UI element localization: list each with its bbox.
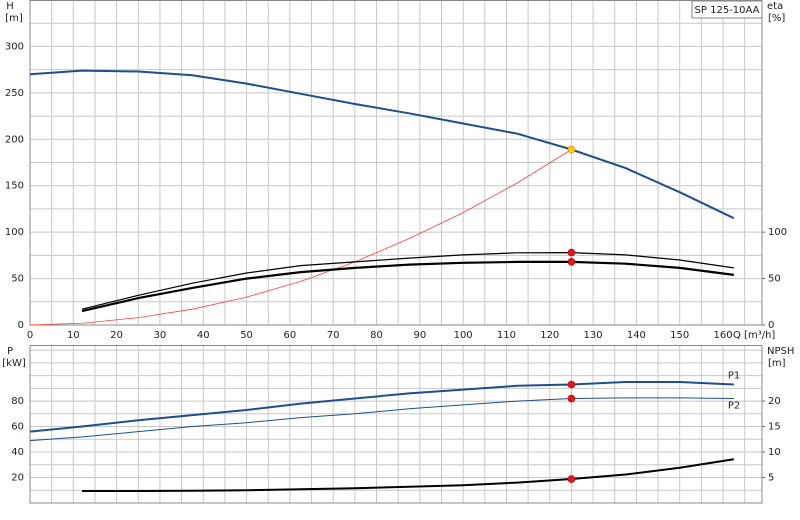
x-tick-label: 120 xyxy=(540,330,559,341)
curve-label: P1 xyxy=(728,371,740,382)
x-tick-label: 100 xyxy=(454,330,473,341)
x-tick-label: 90 xyxy=(413,330,426,341)
curve xyxy=(81,251,734,310)
y-tick-label: 80 xyxy=(11,396,24,407)
y-axis-unit: [kW] xyxy=(2,358,26,369)
x-tick-label: 140 xyxy=(627,330,646,341)
duty-point xyxy=(567,145,576,154)
x-axis-label: Q [m³/h] xyxy=(733,330,775,341)
y2-axis-label: NPSH xyxy=(767,346,794,357)
duty-point xyxy=(567,380,576,389)
curve-label: P2 xyxy=(728,401,740,412)
x-tick-label: 60 xyxy=(284,330,297,341)
duty-point xyxy=(567,258,576,266)
y-tick-label: 200 xyxy=(5,134,24,145)
curve xyxy=(29,397,734,442)
curve xyxy=(29,381,734,433)
duty-point xyxy=(567,475,576,483)
y-tick-label: 50 xyxy=(11,274,24,285)
x-tick-label: 0 xyxy=(27,330,33,341)
y2-tick-label: 0 xyxy=(768,320,774,331)
y2-tick-label: 15 xyxy=(768,422,781,433)
y-tick-label: 60 xyxy=(11,422,24,433)
x-tick-label: 50 xyxy=(240,330,253,341)
y2-axis-unit: [%] xyxy=(768,13,785,24)
y2-tick-label: 100 xyxy=(768,227,787,238)
y-tick-label: 300 xyxy=(5,41,24,52)
x-tick-label: 10 xyxy=(67,330,80,341)
y2-tick-label: 10 xyxy=(768,447,781,458)
y-tick-label: 250 xyxy=(5,88,24,99)
x-tick-label: 110 xyxy=(497,330,516,341)
plot-frame xyxy=(29,345,763,504)
y2-tick-label: 50 xyxy=(768,274,781,285)
y-tick-label: 100 xyxy=(5,227,24,238)
duty-point xyxy=(567,394,576,403)
y-axis-label: H xyxy=(6,1,14,12)
y-axis-unit: [m] xyxy=(5,13,23,24)
y-tick-label: 0 xyxy=(18,320,24,331)
x-tick-label: 150 xyxy=(670,330,689,341)
plot-frame xyxy=(29,0,763,326)
x-tick-label: 130 xyxy=(584,330,603,341)
curve xyxy=(29,69,735,220)
x-tick-label: 40 xyxy=(197,330,210,341)
y2-tick-label: 5 xyxy=(768,473,774,484)
x-tick-label: 80 xyxy=(370,330,383,341)
x-tick-label: 70 xyxy=(327,330,340,341)
curve xyxy=(82,458,734,492)
y-axis-label: P xyxy=(7,346,13,357)
label-box xyxy=(691,0,763,19)
y-tick-label: 40 xyxy=(11,447,24,458)
y-tick-label: 150 xyxy=(5,181,24,192)
y2-axis-unit: [m] xyxy=(768,358,786,369)
x-tick-label: 160 xyxy=(713,330,732,341)
x-tick-label: 20 xyxy=(110,330,123,341)
x-tick-label: 30 xyxy=(154,330,167,341)
y2-tick-label: 20 xyxy=(768,396,781,407)
y2-axis-label: eta xyxy=(767,1,783,12)
model-label: SP 125-10AA xyxy=(695,5,760,16)
duty-point xyxy=(567,248,576,257)
curve xyxy=(81,260,734,313)
curve xyxy=(29,149,572,326)
y-tick-label: 20 xyxy=(11,473,24,484)
